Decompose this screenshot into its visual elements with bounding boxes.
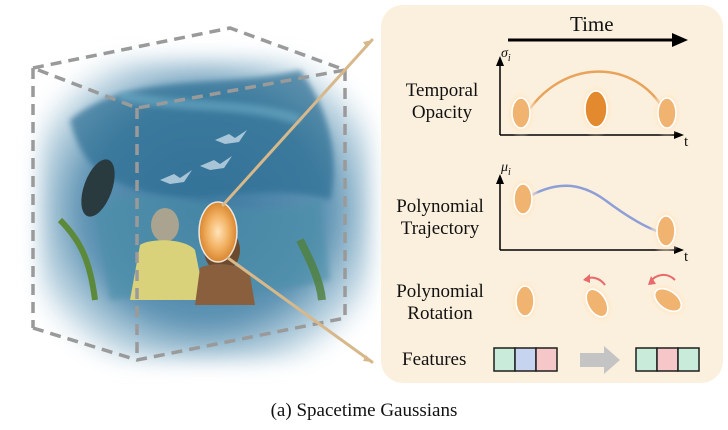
trajectory-axis-y-label: μi xyxy=(501,160,511,178)
trajectory-plot xyxy=(496,174,684,254)
opacity-axis-y-label: σi xyxy=(501,46,511,64)
time-label: Time xyxy=(570,12,614,36)
rotation-arrow-icon xyxy=(583,274,606,286)
row-label-features: Features xyxy=(402,349,467,370)
gaussian-ellipse-icon xyxy=(645,280,691,320)
gaussian-ellipse-icon xyxy=(650,88,684,138)
row-label-polynomial-trajectory: Polynomial Trajectory xyxy=(396,196,484,239)
rotation-arrow-icon xyxy=(648,274,676,285)
gaussian-ellipse-icon xyxy=(577,279,617,327)
feature-vector-right xyxy=(635,347,700,372)
feature-vector-left xyxy=(493,347,558,372)
opacity-axis-x-label: t xyxy=(684,134,689,150)
gaussian-ellipse-icon xyxy=(504,88,538,138)
figure-caption: (a) Spacetime Gaussians xyxy=(270,400,458,421)
right-panel xyxy=(381,5,723,383)
gaussian-ellipse-icon xyxy=(576,80,616,138)
gaussian-ellipse-icon xyxy=(508,276,542,326)
scene-gaussian-icon xyxy=(199,202,237,262)
trajectory-curve xyxy=(522,184,664,235)
row-label-polynomial-rotation: Polynomial Rotation xyxy=(396,281,484,324)
process-arrow-icon xyxy=(580,346,620,374)
cube-outline xyxy=(26,26,352,362)
zoom-lines xyxy=(221,38,374,364)
gaussian-ellipse-icon xyxy=(506,174,540,224)
row-label-temporal-opacity: Temporal Opacity xyxy=(405,80,479,123)
gaussian-ellipse-icon xyxy=(649,206,683,256)
scene-image xyxy=(40,60,370,360)
trajectory-axis-x-label: t xyxy=(684,249,689,265)
